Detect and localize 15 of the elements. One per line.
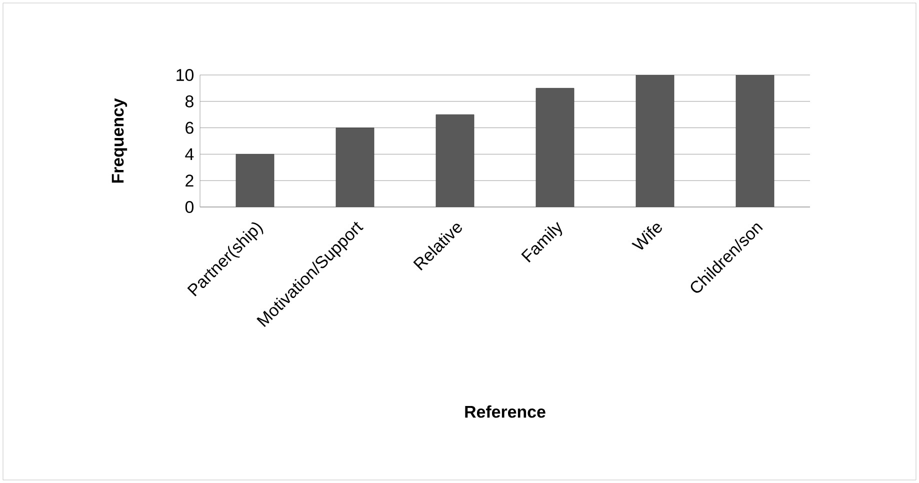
bar — [536, 88, 574, 207]
y-tick-label: 6 — [186, 122, 194, 134]
bar — [736, 74, 774, 207]
bar — [336, 128, 374, 207]
x-tick-label: Wife — [632, 224, 662, 250]
bar — [636, 74, 674, 207]
bar — [436, 114, 474, 207]
x-axis-title: Reference — [465, 405, 546, 418]
y-axis-title: Frequency — [112, 98, 128, 183]
y-tick-label: 4 — [185, 148, 194, 160]
y-tick-label: 10 — [176, 68, 194, 81]
y-tick-label: 8 — [185, 95, 194, 108]
y-tick-label: 2 — [186, 174, 194, 186]
bar — [236, 154, 274, 207]
y-tick-label: 0 — [185, 200, 194, 213]
